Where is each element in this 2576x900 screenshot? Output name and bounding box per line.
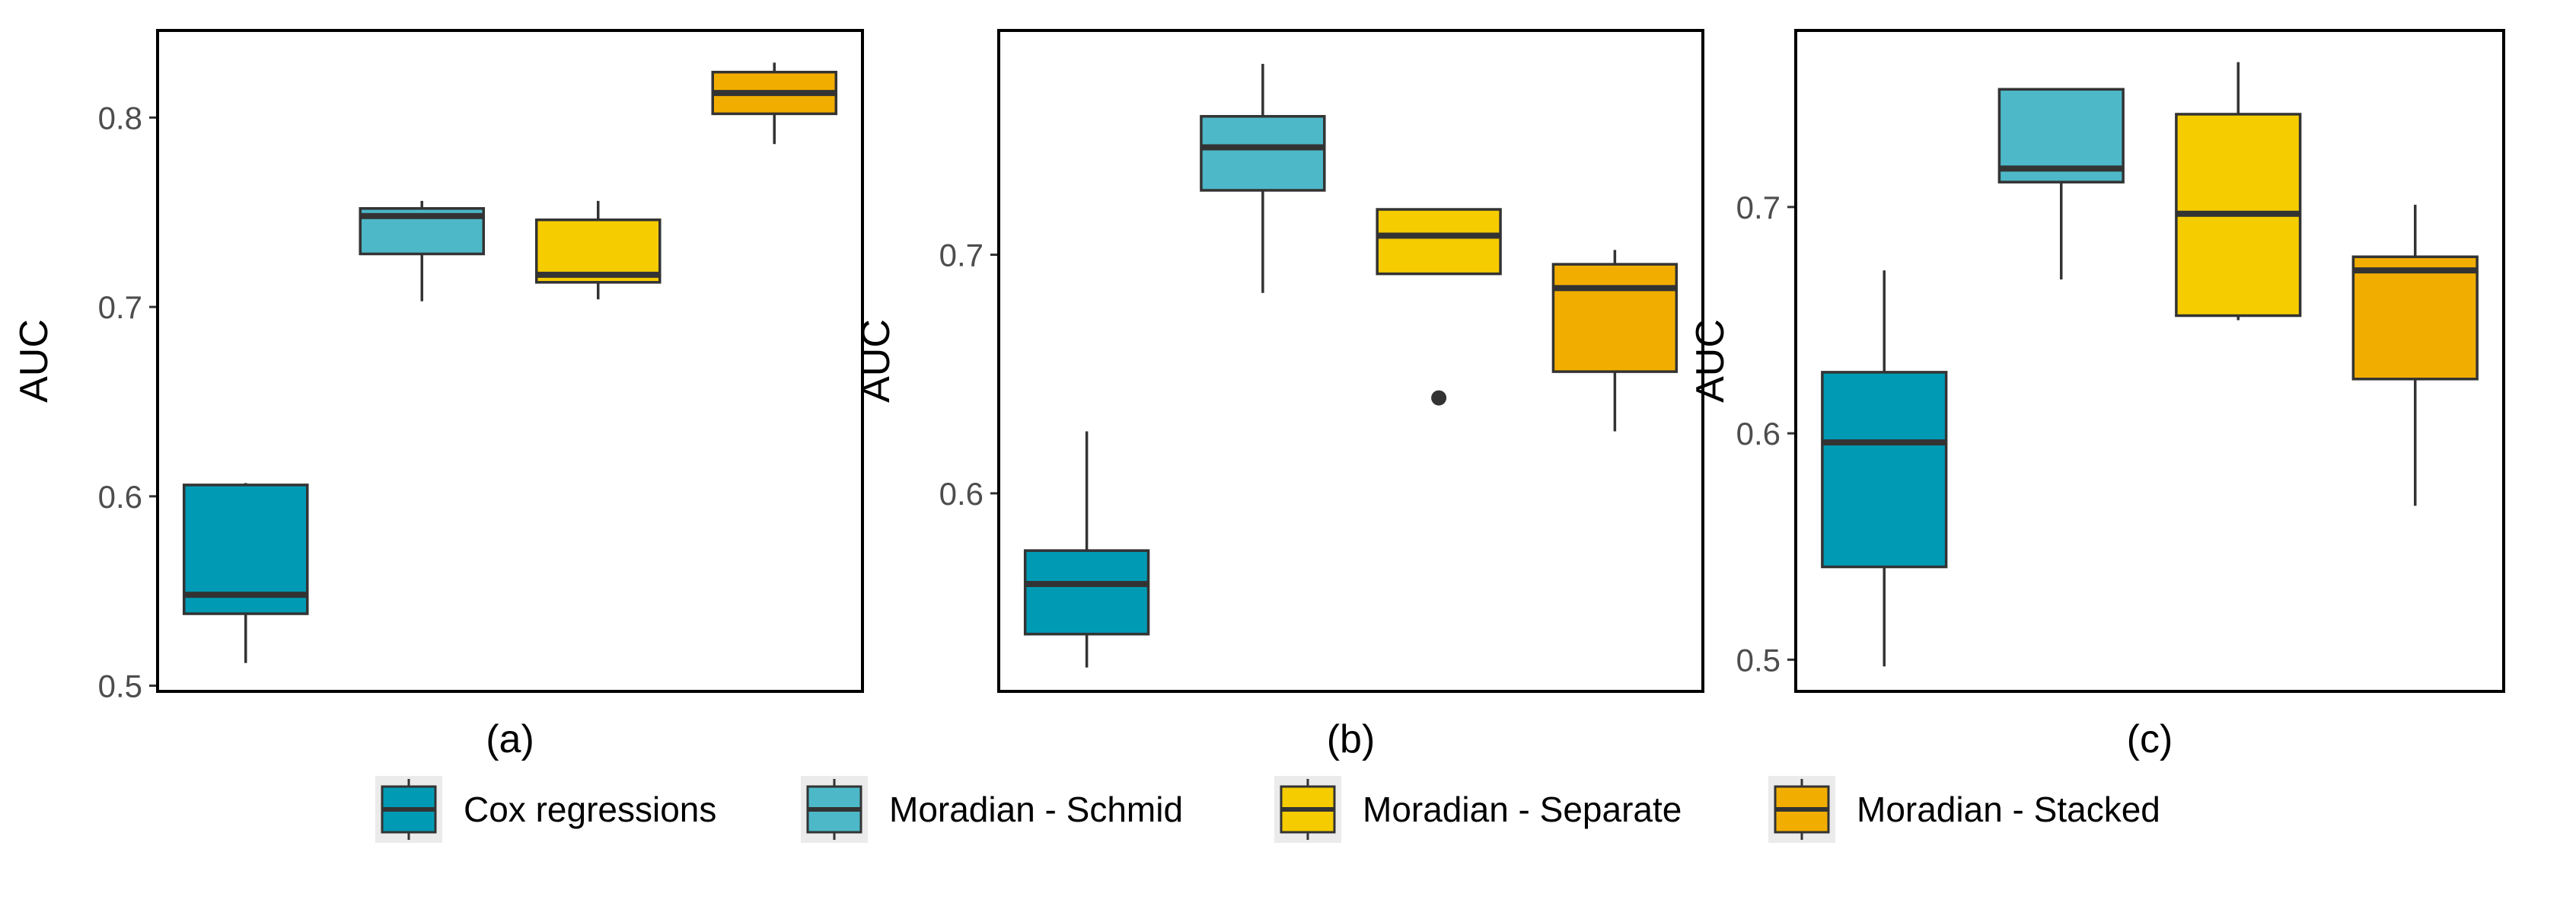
legend-key-moradian-stacked: Moradian - Stacked bbox=[1768, 776, 2160, 843]
box-moradian-schmid bbox=[1200, 63, 1326, 293]
y-tick-label: 0.8 bbox=[98, 100, 142, 136]
y-tick-label: 0.5 bbox=[1736, 642, 1781, 678]
y-axis-title: AUC bbox=[12, 319, 56, 403]
box-body bbox=[1376, 208, 1502, 276]
box-moradian-stacked bbox=[711, 62, 838, 145]
box-cox-regressions bbox=[182, 483, 309, 663]
y-tick-label: 0.6 bbox=[1736, 416, 1781, 452]
box-body bbox=[1821, 371, 1948, 569]
legend-key-cox-regressions: Cox regressions bbox=[375, 776, 716, 843]
legend-key-moradian-separate: Moradian - Separate bbox=[1274, 776, 1682, 843]
legend: Cox regressions Moradian - Schmid Moradian… bbox=[375, 776, 2160, 843]
panel-border bbox=[156, 29, 864, 693]
panel-3: 0.5 0.6 0.7 AUC (c) bbox=[1688, 29, 2505, 761]
panels: 0.5 0.6 0.7 0.8 AUC (a) 0.6 0.7 AUC (b) 0.5 0.6 0.7 A… bbox=[12, 29, 2505, 761]
box-moradian-schmid bbox=[1997, 88, 2125, 279]
box-moradian-separate bbox=[1376, 208, 1502, 406]
y-axis-title: AUC bbox=[854, 319, 898, 403]
panel-label: (b) bbox=[1327, 717, 1376, 761]
panel-label: (a) bbox=[486, 717, 534, 761]
box-body bbox=[1023, 549, 1150, 636]
box-cox-regressions bbox=[1023, 431, 1150, 668]
box-body bbox=[1551, 263, 1679, 373]
legend-label: Moradian - Separate bbox=[1363, 790, 1682, 829]
y-tick-label: 0.6 bbox=[98, 479, 142, 515]
legend-label: Moradian - Schmid bbox=[889, 790, 1183, 829]
box-moradian-separate bbox=[2175, 62, 2302, 321]
box-body bbox=[1200, 115, 1326, 192]
box-moradian-separate bbox=[534, 200, 662, 300]
panel-border bbox=[997, 29, 1704, 693]
panel-2: 0.6 0.7 AUC (b) bbox=[854, 29, 1704, 761]
box-moradian-stacked bbox=[2351, 204, 2479, 506]
legend-label: Moradian - Stacked bbox=[1857, 790, 2160, 829]
y-tick-label: 0.7 bbox=[939, 238, 984, 273]
legend-label: Cox regressions bbox=[464, 790, 716, 829]
panel-label: (c) bbox=[2127, 717, 2173, 761]
y-tick-label: 0.5 bbox=[98, 669, 142, 704]
outlier-point bbox=[1431, 390, 1447, 406]
box-moradian-stacked bbox=[1551, 250, 1679, 432]
box-body bbox=[2351, 255, 2479, 381]
panel-border bbox=[1794, 29, 2505, 693]
y-axis-title: AUC bbox=[1688, 319, 1733, 403]
box-cox-regressions bbox=[1821, 270, 1948, 667]
box-moradian-schmid bbox=[359, 200, 486, 302]
y-tick-label: 0.6 bbox=[939, 476, 984, 512]
y-tick-label: 0.7 bbox=[98, 289, 142, 325]
legend-key-moradian-schmid: Moradian - Schmid bbox=[801, 776, 1183, 843]
y-tick-label: 0.7 bbox=[1736, 190, 1781, 225]
panel-1: 0.5 0.6 0.7 0.8 AUC (a) bbox=[12, 29, 864, 761]
